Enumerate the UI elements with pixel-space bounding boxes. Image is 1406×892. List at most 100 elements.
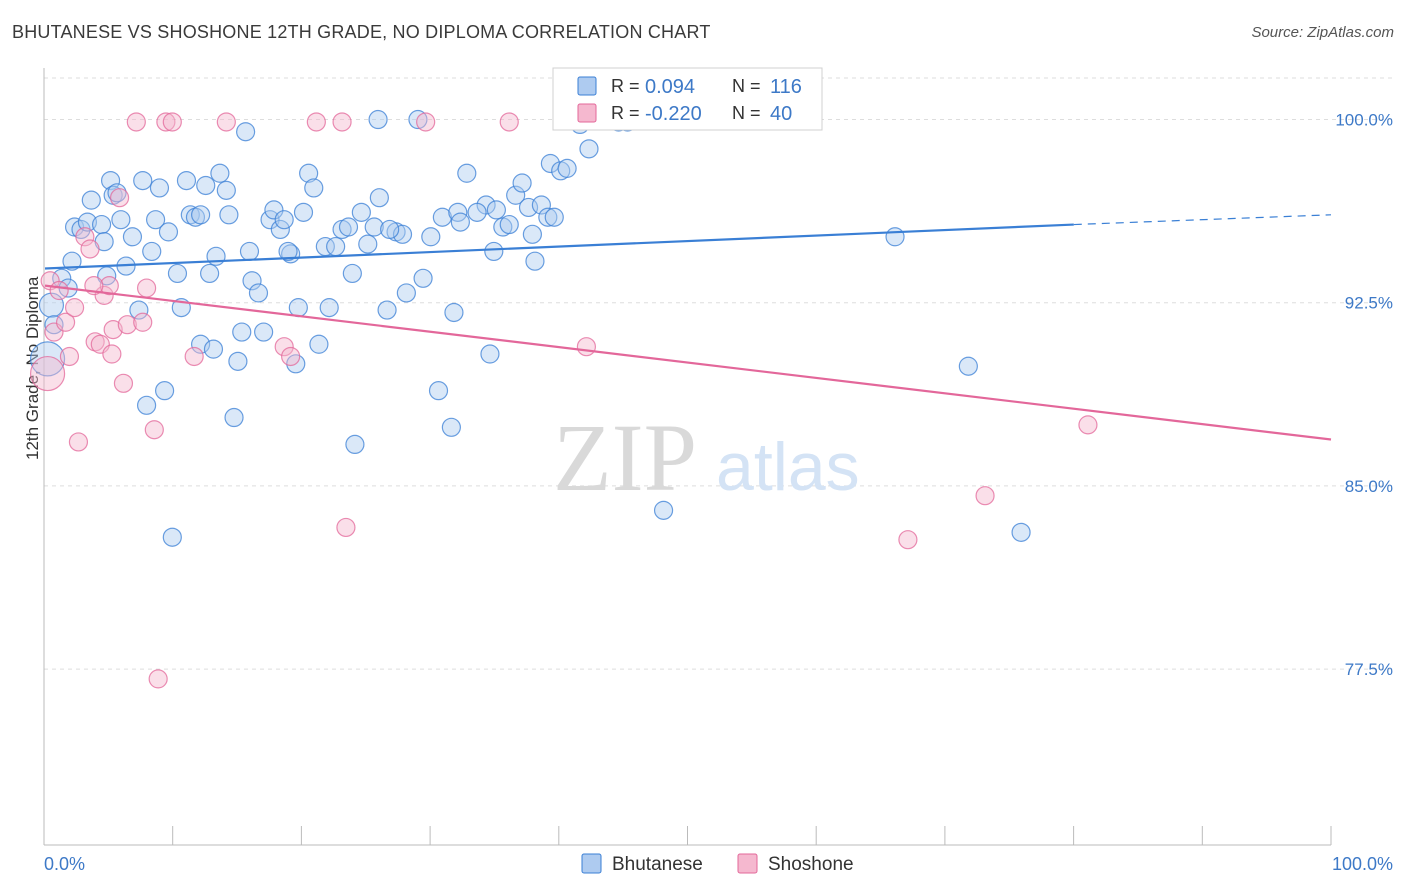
bhutanese-trend-line — [44, 223, 1074, 270]
bhutanese-point — [196, 175, 216, 196]
bhutanese-point — [254, 322, 274, 342]
bhutanese-point — [342, 263, 362, 284]
source-label: Source: ZipAtlas.com — [1251, 24, 1394, 41]
bhutanese-point — [326, 236, 346, 257]
shoshone-point — [102, 344, 122, 364]
shoshone-point — [1078, 415, 1098, 435]
bhutanese-point — [293, 202, 314, 222]
shoshone-point — [336, 517, 356, 538]
bhutanese-point — [210, 163, 230, 183]
legend-n-value: 116 — [770, 76, 802, 98]
x-tick-label-max: 100.0% — [1332, 854, 1393, 874]
bhutanese-point — [274, 210, 294, 230]
bhutanese-point — [338, 217, 359, 237]
bhutanese-point — [260, 210, 280, 230]
bhutanese-point — [368, 109, 388, 130]
bhutanese-point — [369, 188, 389, 208]
legend-r-label: R = — [611, 103, 640, 123]
bhutanese-point — [203, 339, 224, 359]
y-tick-label: 85.0% — [1345, 477, 1393, 496]
bhutanese-point — [100, 170, 121, 191]
legend-r-value: -0.220 — [645, 103, 702, 125]
bhutanese-point — [467, 202, 487, 222]
bhutanese-point — [319, 298, 339, 318]
bhutanese-point — [278, 241, 298, 262]
bhutanese-point — [444, 302, 464, 323]
shoshone-point — [136, 278, 157, 298]
bhutanese-point — [486, 200, 506, 220]
shoshone-point — [281, 346, 301, 367]
shoshone-point — [216, 112, 236, 132]
bhutanese-point — [288, 298, 308, 318]
bhutanese-point — [408, 109, 428, 130]
bhutanese-point — [44, 315, 64, 335]
shoshone-point — [55, 312, 76, 332]
series-legend-label: Shoshone — [768, 854, 854, 875]
watermark-atlas: atlas — [716, 429, 860, 505]
bhutanese-point — [345, 434, 365, 455]
bhutanese-point — [538, 207, 558, 227]
bhutanese-point — [162, 527, 182, 547]
bhutanese-point — [364, 217, 384, 237]
legend-n-value: 40 — [770, 103, 792, 125]
bhutanese-point — [396, 283, 416, 303]
grid-lines — [44, 77, 1395, 670]
legend-n-label: N = — [732, 103, 761, 123]
shoshone-point — [85, 332, 105, 352]
shoshone-point — [576, 337, 597, 357]
shoshone-point — [99, 276, 119, 296]
shoshone-point — [133, 312, 153, 332]
bhutanese-point — [421, 227, 441, 247]
bhutanese-point — [29, 341, 66, 377]
bhutanese-point — [270, 219, 290, 240]
y-tick-label: 92.5% — [1345, 294, 1393, 313]
bhutanese-point — [206, 246, 226, 266]
bhutanese-point — [239, 241, 260, 262]
bhutanese-point — [81, 190, 101, 210]
x-tick-label-min: 0.0% — [44, 854, 85, 874]
bhutanese-point — [557, 158, 577, 178]
shoshone-point — [117, 315, 137, 335]
shoshone-point — [103, 319, 123, 340]
legend-swatch — [577, 103, 597, 123]
shoshone-point — [416, 112, 436, 132]
shoshone-point — [144, 420, 164, 440]
watermark: ZIP atlas — [553, 404, 860, 511]
chart-title: BHUTANESE VS SHOSHONE 12TH GRADE, NO DIP… — [12, 22, 711, 42]
bhutanese-point — [304, 178, 324, 198]
bhutanese-point — [484, 241, 504, 262]
bhutanese-point — [122, 227, 143, 247]
shoshone-point — [975, 486, 995, 506]
shoshone-point — [156, 112, 176, 132]
bhutanese-point — [129, 300, 149, 320]
bhutanese-point — [248, 283, 269, 303]
bhutanese-point — [136, 395, 157, 415]
bhutanese-point — [380, 219, 400, 240]
bhutanese-point — [480, 344, 500, 364]
stats-legend: R = 0.094 N = 116 R = -0.220 N = 40 — [552, 67, 823, 131]
shoshone-point — [332, 112, 352, 132]
shoshone-point — [148, 669, 168, 689]
shoshone-point — [499, 112, 519, 132]
bhutanese-point — [377, 300, 397, 320]
series-legend-label: Bhutanese — [612, 854, 703, 875]
bhutanese-point — [216, 180, 236, 200]
bhutanese-point — [176, 170, 197, 191]
bhutanese-point — [413, 268, 433, 288]
bhutanese-point — [228, 351, 248, 371]
shoshone-point — [274, 337, 294, 357]
watermark-zip: ZIP — [553, 404, 697, 511]
bhutanese-point — [506, 185, 526, 205]
bhutanese-point — [145, 210, 166, 230]
bhutanese-point — [236, 122, 256, 142]
bhutanese-point — [531, 195, 551, 215]
trend-lines — [44, 214, 1332, 441]
bhutanese-point — [185, 207, 206, 227]
shoshone-point — [162, 112, 182, 132]
bhutanese-point — [111, 210, 131, 230]
bhutanese-point — [264, 200, 284, 220]
tick-labels: 100.0% 92.5% 85.0% 77.5% 0.0% 100.0% — [44, 111, 1393, 874]
bhutanese-point — [885, 227, 905, 247]
series-legend-swatch — [581, 853, 602, 874]
y-tick-label: 100.0% — [1335, 111, 1393, 130]
